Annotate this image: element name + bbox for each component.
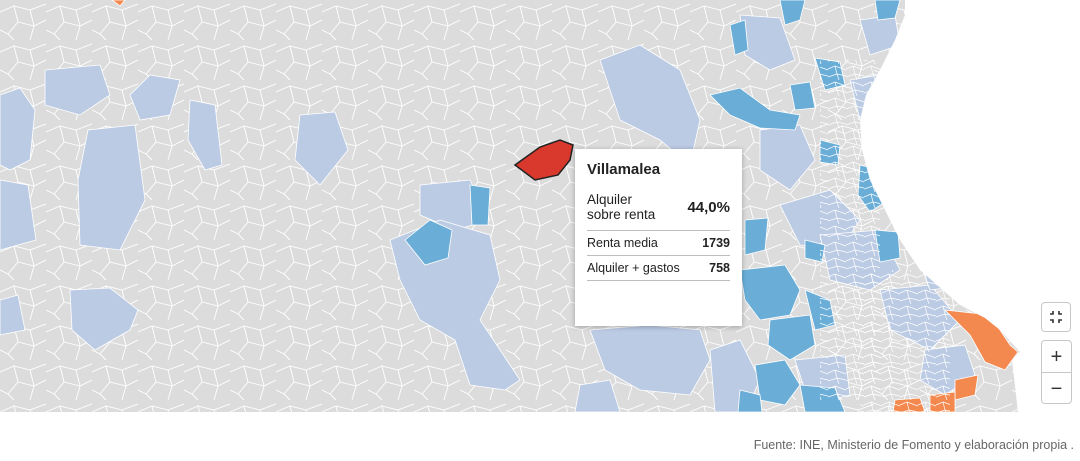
choropleth-map[interactable]: [0, 0, 1080, 412]
tooltip-main-label: Alquiler sobre renta: [587, 192, 656, 222]
tooltip-row-renta: Renta media 1739: [587, 231, 730, 256]
tooltip-row-alquiler: Alquiler + gastos 758: [587, 256, 730, 281]
tooltip-row-value: 1739: [702, 236, 730, 250]
zoom-controls: + −: [1041, 340, 1072, 404]
zoom-out-button[interactable]: −: [1042, 372, 1071, 403]
source-credit: Fuente: INE, Ministerio de Fomento y ela…: [753, 438, 1074, 452]
tooltip-title: Villamalea: [587, 161, 661, 178]
coastal-dense-borders-south: [860, 270, 950, 412]
map-canvas[interactable]: [0, 0, 1080, 412]
compress-icon: [1050, 311, 1062, 323]
selected-municipality-villamalea[interactable]: [513, 139, 574, 181]
sea: [860, 0, 1080, 412]
tooltip-main-value: 44,0%: [687, 198, 730, 216]
map-tooltip: Villamalea Alquiler sobre renta 44,0% Re…: [575, 149, 742, 326]
tooltip-row-label: Alquiler + gastos: [587, 261, 680, 275]
fullscreen-button[interactable]: [1041, 302, 1071, 332]
tooltip-row-value: 758: [709, 261, 730, 275]
tooltip-main-metric: Alquiler sobre renta 44,0%: [587, 192, 730, 231]
zoom-in-button[interactable]: +: [1050, 345, 1063, 368]
tooltip-row-label: Renta media: [587, 236, 658, 250]
